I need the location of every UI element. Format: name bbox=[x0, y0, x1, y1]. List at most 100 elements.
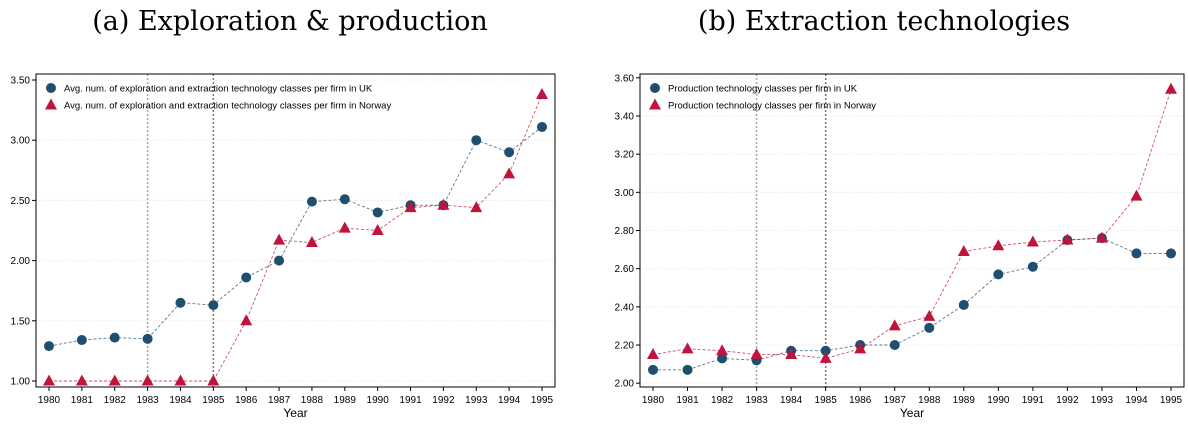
data-point bbox=[888, 319, 901, 331]
data-point bbox=[682, 364, 693, 375]
legend-label: Production technology classes per firm i… bbox=[668, 84, 858, 95]
data-point bbox=[208, 300, 219, 311]
legend-label: Production technology classes per firm i… bbox=[668, 101, 876, 112]
data-point bbox=[339, 194, 350, 205]
y-tick-label: 2.80 bbox=[615, 226, 635, 237]
chart-panel-a: 1.00 1.50 2.00 2.50 3.00 3.50 1980 1981 1982 1983… bbox=[11, 73, 556, 420]
y-tick-label: 3.50 bbox=[11, 76, 31, 87]
data-point bbox=[1061, 233, 1074, 245]
y-tick-label: 1.50 bbox=[11, 316, 31, 327]
data-point bbox=[43, 374, 55, 386]
data-point bbox=[241, 272, 252, 283]
series-line bbox=[48, 126, 543, 347]
x-tick-label: 1985 bbox=[202, 395, 225, 406]
x-tick-label: 1994 bbox=[498, 395, 521, 406]
x-tick-label: 1981 bbox=[71, 395, 94, 406]
data-point bbox=[820, 345, 831, 356]
data-point bbox=[108, 374, 121, 386]
x-tick-label: 1986 bbox=[849, 395, 872, 406]
x-tick-label: 1992 bbox=[1056, 395, 1079, 406]
data-point bbox=[1165, 82, 1177, 94]
y-tick-label: 2.50 bbox=[11, 196, 31, 207]
legend-marker bbox=[45, 98, 57, 110]
data-point bbox=[504, 147, 515, 158]
legend-marker bbox=[46, 83, 56, 93]
x-tick-label: 1982 bbox=[711, 395, 734, 406]
data-point bbox=[957, 244, 970, 256]
data-point bbox=[174, 374, 187, 386]
x-tick-label: 1994 bbox=[1125, 395, 1148, 406]
x-tick-label: 1991 bbox=[1022, 395, 1045, 406]
x-axis-label: Year bbox=[900, 406, 924, 420]
data-point bbox=[923, 309, 936, 321]
panel-a-title: (a) Exploration & production bbox=[92, 6, 488, 37]
data-point bbox=[717, 353, 728, 364]
y-tick-label: 3.00 bbox=[615, 188, 635, 199]
data-point bbox=[44, 341, 54, 352]
data-point bbox=[404, 201, 417, 213]
y-tick-label: 3.40 bbox=[615, 111, 635, 122]
data-point bbox=[750, 348, 763, 360]
panel-b-title: (b) Extraction technologies bbox=[697, 6, 1071, 37]
data-point bbox=[819, 351, 832, 363]
data-point bbox=[958, 299, 969, 310]
data-point bbox=[503, 167, 516, 179]
data-point bbox=[306, 196, 317, 207]
data-point bbox=[470, 201, 483, 213]
y-tick-label: 2.00 bbox=[11, 256, 31, 267]
y-tick-label: 2.20 bbox=[615, 341, 635, 352]
data-point bbox=[437, 198, 450, 210]
x-tick-label: 1995 bbox=[531, 395, 554, 406]
x-tick-label: 1984 bbox=[780, 395, 803, 406]
chart-panel-b: 2.00 2.20 2.40 2.60 2.80 3.00 3.20 3.40 3.60 1980… bbox=[615, 73, 1185, 420]
data-point bbox=[785, 348, 798, 360]
data-point bbox=[889, 340, 900, 351]
data-point bbox=[536, 87, 548, 99]
x-tick-label: 1988 bbox=[918, 395, 941, 406]
data-point bbox=[1130, 189, 1143, 201]
data-point bbox=[273, 233, 286, 245]
series-line bbox=[49, 94, 543, 382]
data-point bbox=[75, 374, 88, 386]
plot-frame bbox=[35, 73, 556, 388]
y-tick-label: 2.00 bbox=[615, 379, 635, 390]
x-tick-label: 1987 bbox=[268, 395, 291, 406]
legend-marker bbox=[650, 83, 660, 93]
data-point bbox=[716, 344, 729, 356]
x-tick-label: 1989 bbox=[953, 395, 976, 406]
data-point bbox=[1131, 248, 1142, 259]
x-tick-label: 1995 bbox=[1160, 395, 1183, 406]
x-tick-label: 1985 bbox=[815, 395, 838, 406]
y-tick-label: 1.00 bbox=[11, 376, 31, 387]
data-point bbox=[1095, 231, 1108, 243]
x-tick-label: 1987 bbox=[884, 395, 907, 406]
data-point bbox=[992, 239, 1005, 251]
data-point bbox=[924, 322, 935, 333]
legend-label: Avg. num. of exploration and extraction … bbox=[64, 101, 391, 112]
data-point bbox=[274, 255, 285, 266]
data-point bbox=[240, 314, 253, 326]
x-tick-label: 1993 bbox=[1091, 395, 1114, 406]
x-tick-label: 1986 bbox=[235, 395, 258, 406]
data-point bbox=[371, 224, 384, 235]
data-point bbox=[681, 342, 694, 354]
data-point bbox=[648, 364, 658, 375]
legend-label: Avg. num. of exploration and extraction … bbox=[64, 84, 373, 95]
series-line bbox=[652, 89, 1172, 359]
series-line bbox=[653, 237, 1171, 371]
x-tick-label: 1988 bbox=[301, 395, 324, 406]
data-point bbox=[305, 236, 318, 248]
x-tick-label: 1983 bbox=[136, 395, 159, 406]
data-point bbox=[142, 333, 153, 344]
x-tick-label: 1980 bbox=[642, 395, 665, 406]
y-tick-label: 3.60 bbox=[615, 73, 635, 84]
data-point bbox=[141, 374, 154, 386]
data-point bbox=[175, 297, 186, 308]
data-point bbox=[471, 135, 482, 146]
x-tick-label: 1990 bbox=[987, 395, 1010, 406]
data-point bbox=[338, 221, 351, 233]
x-tick-label: 1982 bbox=[104, 395, 127, 406]
x-tick-label: 1983 bbox=[745, 395, 768, 406]
y-tick-label: 2.40 bbox=[615, 302, 635, 313]
x-tick-label: 1989 bbox=[334, 395, 357, 406]
